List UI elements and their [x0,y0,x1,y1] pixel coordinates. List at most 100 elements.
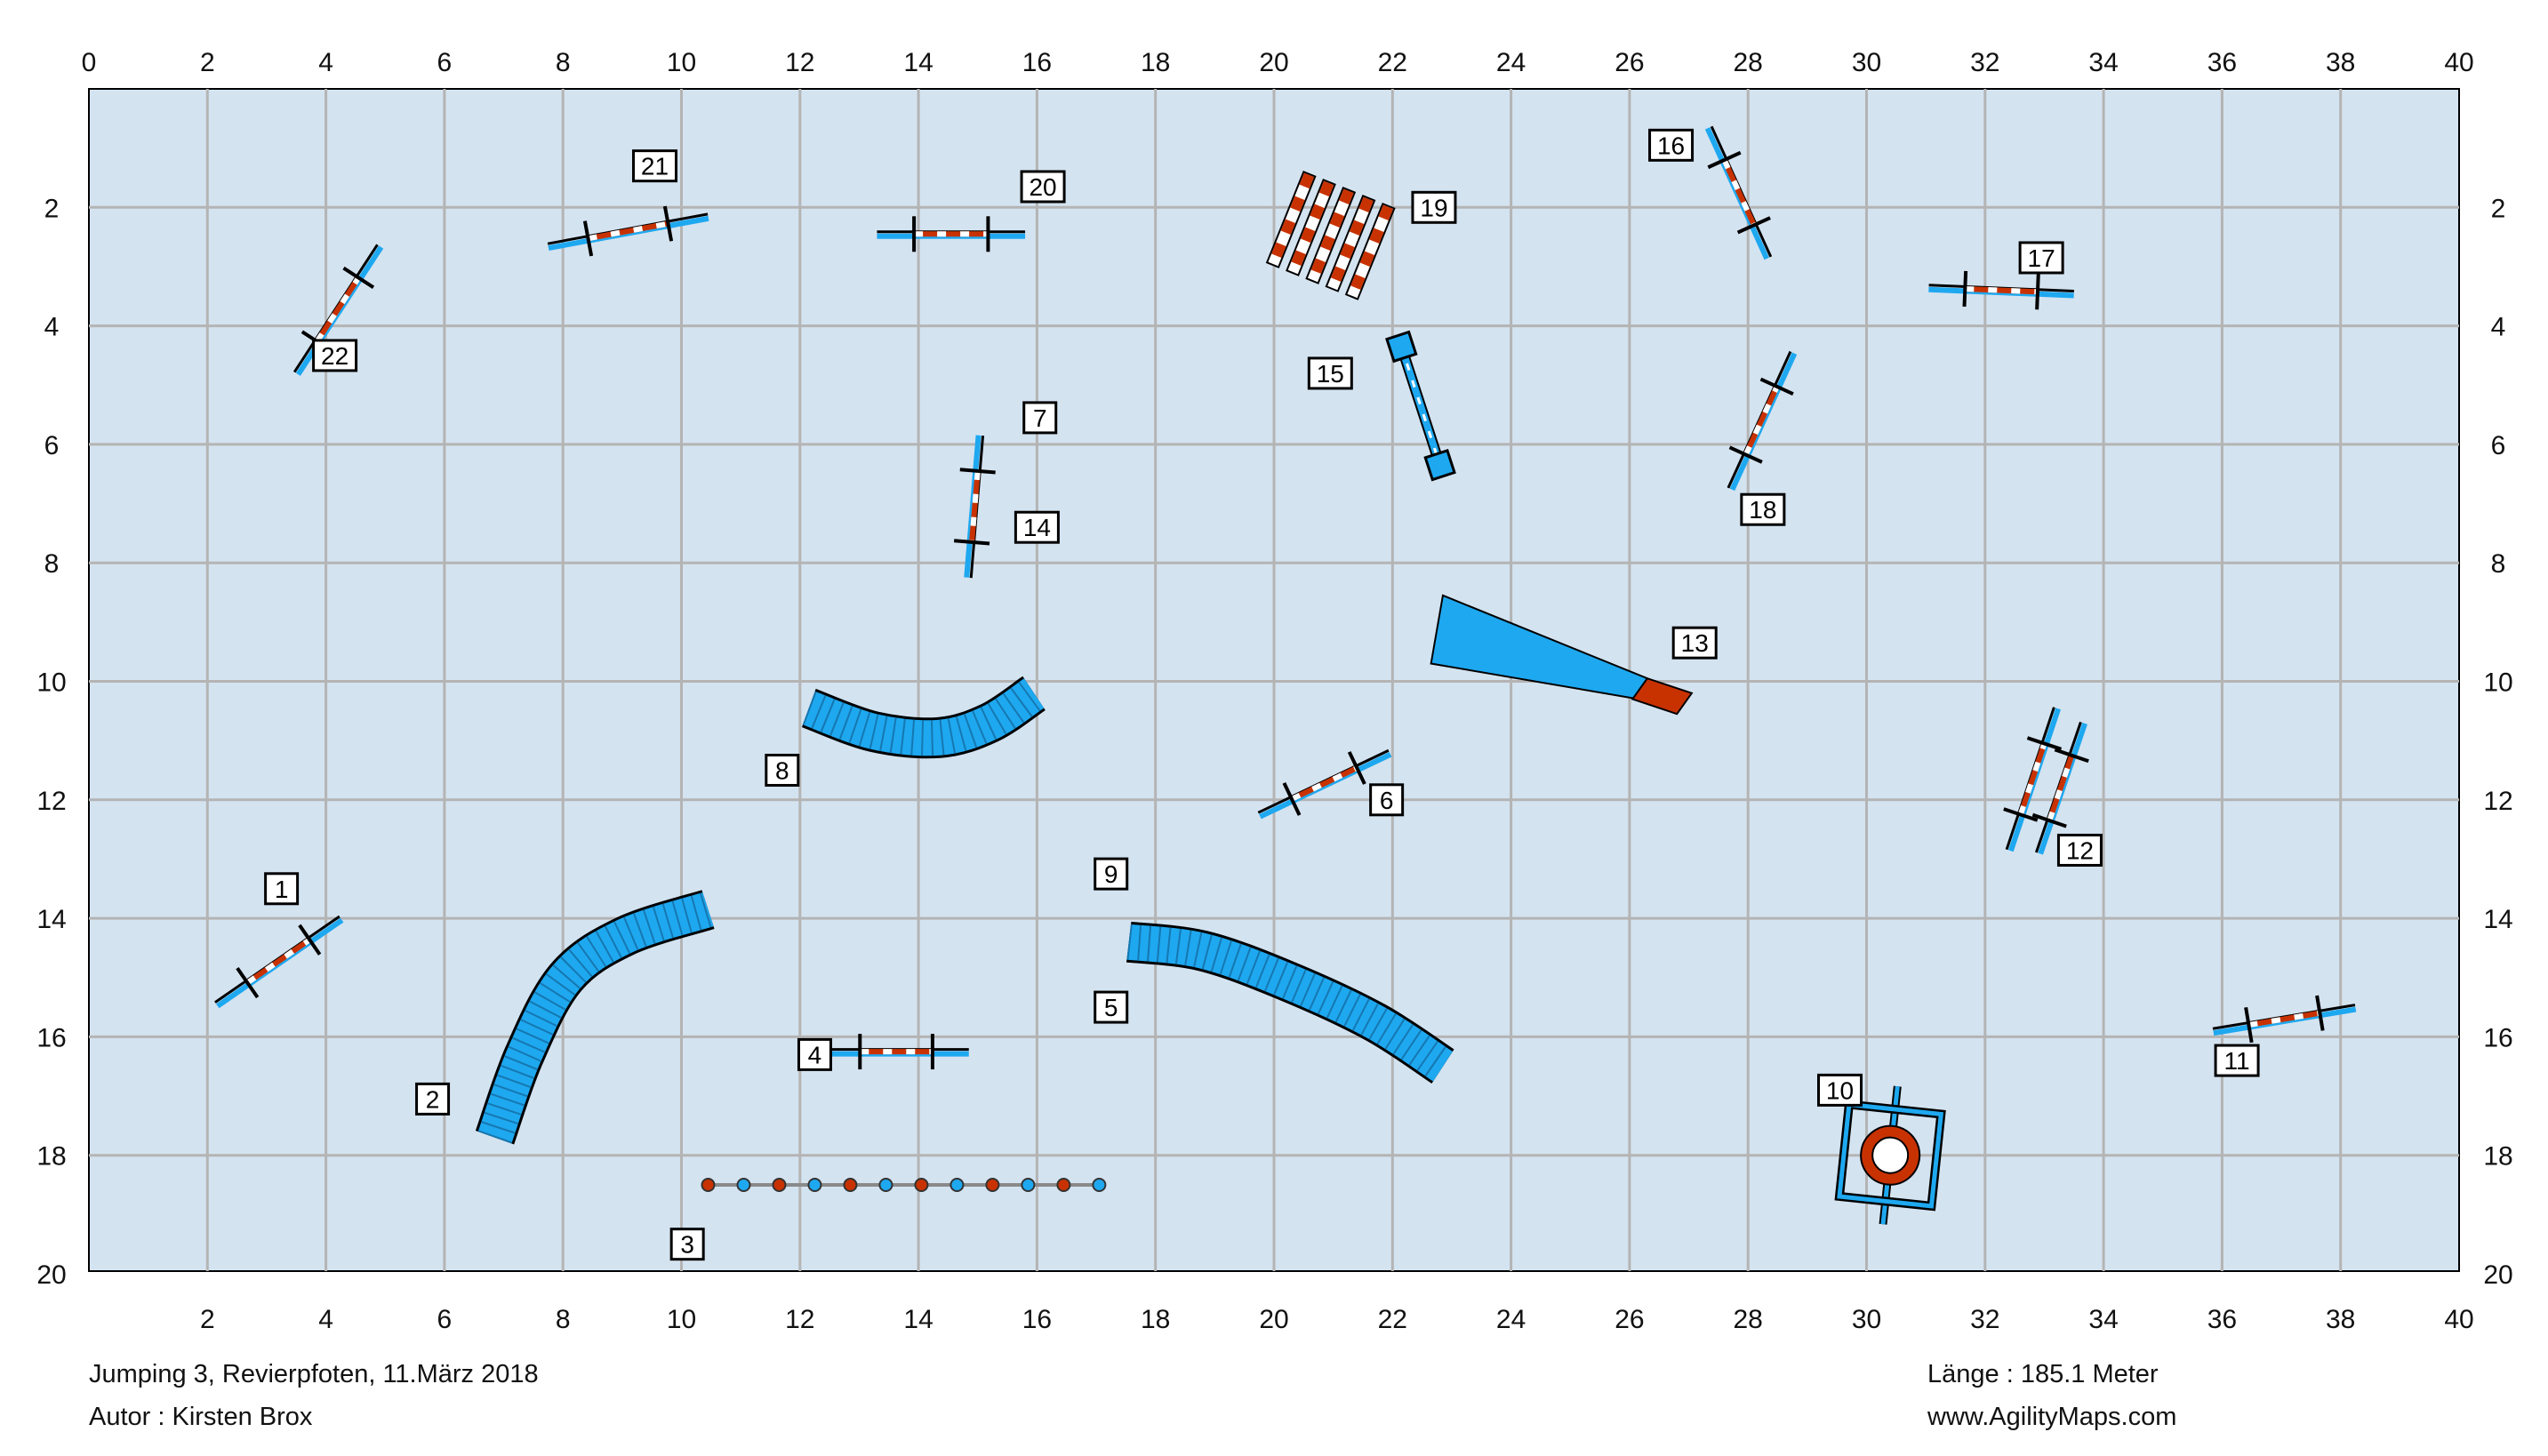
obstacle-label-15: 15 [1307,356,1353,390]
jump-1 [214,915,344,1009]
weave-pole [949,1178,965,1193]
jump-21 [547,205,709,257]
x-axis-tick-bottom: 10 [667,1305,696,1334]
obstacle-label-10: 10 [1817,1073,1863,1107]
y-axis-tick-right: 16 [2483,1023,2512,1052]
obstacle-label-box [2214,1044,2260,1077]
long-jump-stripe [1339,188,1354,205]
x-axis-tick-top: 6 [437,48,453,77]
obstacle-label-8: 8 [765,753,800,787]
x-axis-tick-top: 12 [785,48,814,77]
jump-6 [1257,748,1392,820]
y-axis-tick-right: 10 [2483,668,2512,698]
jump-upright [582,220,594,257]
obstacle-label-number: 6 [1380,787,1394,814]
tunnel-2 [475,890,715,1145]
y-axis-tick-left: 20 [36,1260,66,1290]
x-axis-tick-bottom: 6 [437,1305,453,1334]
long-jump-stripe [1280,219,1296,235]
jump-upright [953,539,990,546]
tyre-hole [1871,1136,1910,1174]
x-axis-tick-top: 16 [1022,48,1052,77]
obstacle-label-number: 15 [1317,360,1344,388]
obstacle-label-number: 17 [2028,244,2055,272]
obstacle-label-box [415,1082,451,1116]
long-jump-stripe [1330,266,1346,282]
long-jump-board [1286,178,1336,276]
obstacle-label-box [632,149,678,183]
website-link[interactable]: www.AgilityMaps.com [1927,1403,2177,1431]
x-axis-tick-bottom: 16 [1022,1305,1052,1334]
long-jump-stripe [1349,220,1365,236]
long-jump-stripe [1299,172,1315,189]
x-axis-tick-top: 22 [1378,48,1407,77]
obstacle-label-22: 22 [312,339,358,372]
y-axis-tick-right: 14 [2483,905,2512,934]
obstacle-label-box [1817,1073,1863,1107]
obstacle-label-number: 22 [321,342,349,370]
jump-12b [2031,721,2089,855]
jump-12a [2003,707,2063,852]
table-10 [1834,1085,1946,1225]
obstacle-label-12: 12 [2056,833,2103,867]
obstacle-label-18: 18 [1740,492,1786,526]
obstacle-label-number: 16 [1657,132,1685,159]
obstacle-label-number: 20 [1029,173,1056,201]
x-axis-tick-top: 28 [1734,48,1763,77]
chute-13 [1430,594,1694,716]
jump-pole [1290,765,1358,802]
course-title: Jumping 3, Revierpfoten, 11.März 2018 [89,1360,539,1388]
obstacle-15 [1385,330,1456,482]
obstacle-label-box [312,339,358,372]
x-axis-tick-top: 38 [2326,48,2355,77]
obstacle-label-20: 20 [1020,170,1066,204]
weave-pole [736,1178,751,1193]
jump-upright [1707,150,1742,170]
course-author: Autor : Kirsten Brox [89,1403,313,1431]
y-axis-tick-left: 16 [36,1023,66,1052]
obstacle-label-number: 14 [1023,514,1051,541]
obstacle-label-number: 8 [775,756,789,784]
x-axis-tick-top: 34 [2088,48,2118,77]
jump-pole [2017,742,2047,816]
x-axis-tick-bottom: 24 [1496,1305,1526,1334]
long-jump-stripe [1310,258,1326,274]
obstacle-label-box [1022,401,1058,435]
obstacle-label-14: 14 [1014,510,1060,544]
obstacle-label-number: 1 [275,876,289,903]
weave-pole [807,1178,822,1193]
obstacle-label-box [1740,492,1786,526]
y-axis-tick-left: 18 [36,1142,66,1172]
obstacle-label-17: 17 [2018,241,2064,275]
x-axis-tick-bottom: 14 [903,1305,933,1334]
x-axis-tick-top: 32 [1970,48,1999,77]
tunnel-body [802,678,1045,756]
x-axis-tick-bottom: 22 [1378,1305,1407,1334]
obstacle-label-number: 2 [426,1085,440,1113]
obstacle-label-7: 7 [1022,401,1058,435]
y-axis-tick-right: 20 [2483,1260,2512,1290]
long-jump-stripe [1320,235,1335,251]
jump-11 [2212,995,2357,1044]
long-jump-stripe [1291,250,1306,266]
obstacle-label-box [1369,783,1405,817]
x-axis-tick-top: 30 [1852,48,1881,77]
x-axis-tick-bottom: 20 [1259,1305,1288,1334]
x-axis-tick-bottom: 8 [556,1305,571,1334]
y-axis-tick-left: 6 [44,431,60,460]
tunnel-ribs [1126,924,1454,1082]
y-axis-tick-right: 12 [2483,787,2512,816]
jump-upright [2031,812,2067,828]
jump-18 [1727,350,1798,492]
x-axis-tick-top: 20 [1259,48,1288,77]
obstacle-label-box [1020,170,1066,204]
jump-pole [1721,158,1757,227]
obstacle-label-box [1094,990,1129,1024]
x-axis-tick-bottom: 28 [1734,1305,1763,1334]
obstacle-label-16: 16 [1648,128,1695,162]
obstacle-label-5: 5 [1094,990,1129,1024]
y-axis-tick-right: 18 [2483,1142,2512,1172]
long-jump-board [1325,194,1376,292]
